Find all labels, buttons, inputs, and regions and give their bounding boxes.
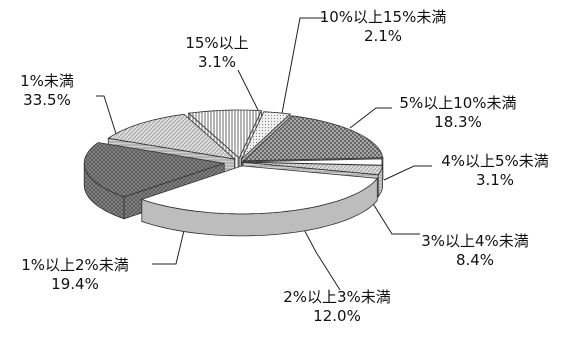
slice-label-5: 4%以上5%未満 3.1%: [420, 152, 570, 190]
slice-category-label: 1%未満: [20, 72, 74, 90]
slice-value-label: 12.0%: [313, 307, 361, 325]
leader-line-2: [152, 221, 187, 265]
slice-label-3: 2%以上3%未満 12.0%: [262, 288, 412, 326]
slice-label-4: 3%以上4%未満 8.4%: [400, 232, 550, 270]
leader-line-6: [349, 107, 392, 129]
slice-category-label: 10%以上15%未満: [319, 8, 447, 26]
slice-category-label: 1%以上2%未満: [21, 256, 129, 274]
slice-value-label: 18.3%: [434, 113, 482, 131]
leader-line-5: [383, 165, 432, 181]
slice-category-label: 3%以上4%未満: [421, 232, 529, 250]
slice-value-label: 33.5%: [23, 91, 71, 109]
pie-slices: [83, 109, 384, 237]
slice-value-label: 8.4%: [455, 251, 495, 269]
leader-line-8: [237, 69, 259, 111]
pie-slice-4: [187, 109, 263, 159]
slice-category-label: 2%以上3%未満: [283, 288, 391, 306]
pie-slice-2: [83, 142, 225, 198]
pie-slice-8: [242, 161, 384, 176]
slice-category-label: 15%以上: [185, 34, 249, 52]
slice-label-1: 1%未満 33.5%: [2, 72, 92, 110]
slice-label-6: 5%以上10%未満 18.3%: [378, 94, 538, 132]
leader-line-3: [299, 221, 341, 291]
pie-slice-3: [107, 113, 236, 160]
leader-line-1: [96, 95, 119, 141]
pie-slice-6: [242, 115, 384, 162]
leader-line-7: [279, 17, 326, 125]
leader-lines: [96, 17, 432, 291]
pie-slice-5: [241, 111, 292, 160]
slice-label-8: 15%以上 3.1%: [172, 34, 262, 72]
slice-value-label: 3.1%: [475, 171, 515, 189]
slice-label-7: 10%以上15%未満 2.1%: [298, 8, 468, 46]
slice-category-label: 4%以上5%未満: [441, 152, 549, 170]
slice-category-label: 5%以上10%未満: [399, 94, 517, 112]
leader-line-4: [371, 201, 420, 235]
slice-label-2: 1%以上2%未満 19.4%: [0, 256, 150, 294]
slice-value-label: 19.4%: [51, 275, 99, 293]
slice-value-label: 2.1%: [363, 27, 403, 45]
pie-slice-1: [140, 165, 379, 215]
slice-value-label: 3.1%: [197, 53, 237, 71]
